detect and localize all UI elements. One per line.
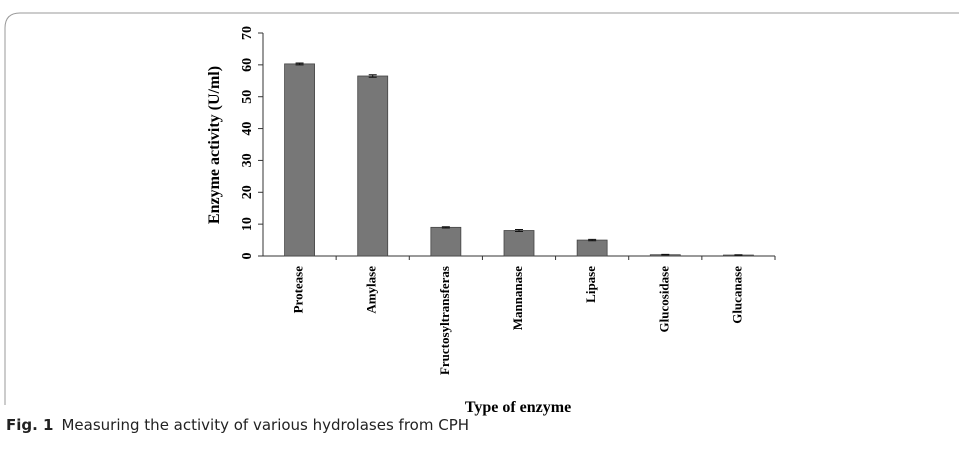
y-tick-label: 30 [240,153,255,167]
figure-frame [4,12,959,405]
error-bar [441,226,450,229]
error-bar [734,254,743,256]
chart: 0 10 20 30 40 50 60 70 Protease Amylase Fructosylt… [240,26,776,375]
error-bar [295,62,304,66]
x-axis-title: Type of enzyme [465,399,571,416]
y-tick-label: 60 [240,58,255,72]
y-tick-label: 70 [240,26,255,40]
y-tick-label: 10 [240,217,255,231]
bar [430,226,462,257]
x-tick-label: Fructosyltransferas [437,266,452,375]
y-tick-label: 50 [240,90,255,104]
caption: Fig. 1 Measuring the activity of various … [6,416,469,434]
error-bar [661,253,670,256]
x-tick-label: Protease [291,266,306,314]
x-tick-label: Mannanase [510,266,525,331]
error-bar [368,74,377,78]
bar [503,230,535,257]
bar [284,63,315,257]
figure-label: Fig. 1 [6,416,53,434]
x-tick-label: Glucosidase [656,266,671,333]
error-bar [588,238,597,242]
bar [357,75,389,257]
x-tick-label: Amylase [364,266,379,314]
error-bar [515,229,523,232]
y-tick-label: 20 [240,185,255,199]
caption-text: Measuring the activity of various hydrol… [61,416,469,434]
y-tick-label: 40 [240,122,255,136]
x-tick-label: Lipase [583,266,598,303]
y-tick-label: 0 [240,253,255,260]
bar [576,239,608,257]
y-axis-title: Enzyme activity (U/ml) [206,66,223,224]
x-tick-label: Glucanase [729,266,744,324]
